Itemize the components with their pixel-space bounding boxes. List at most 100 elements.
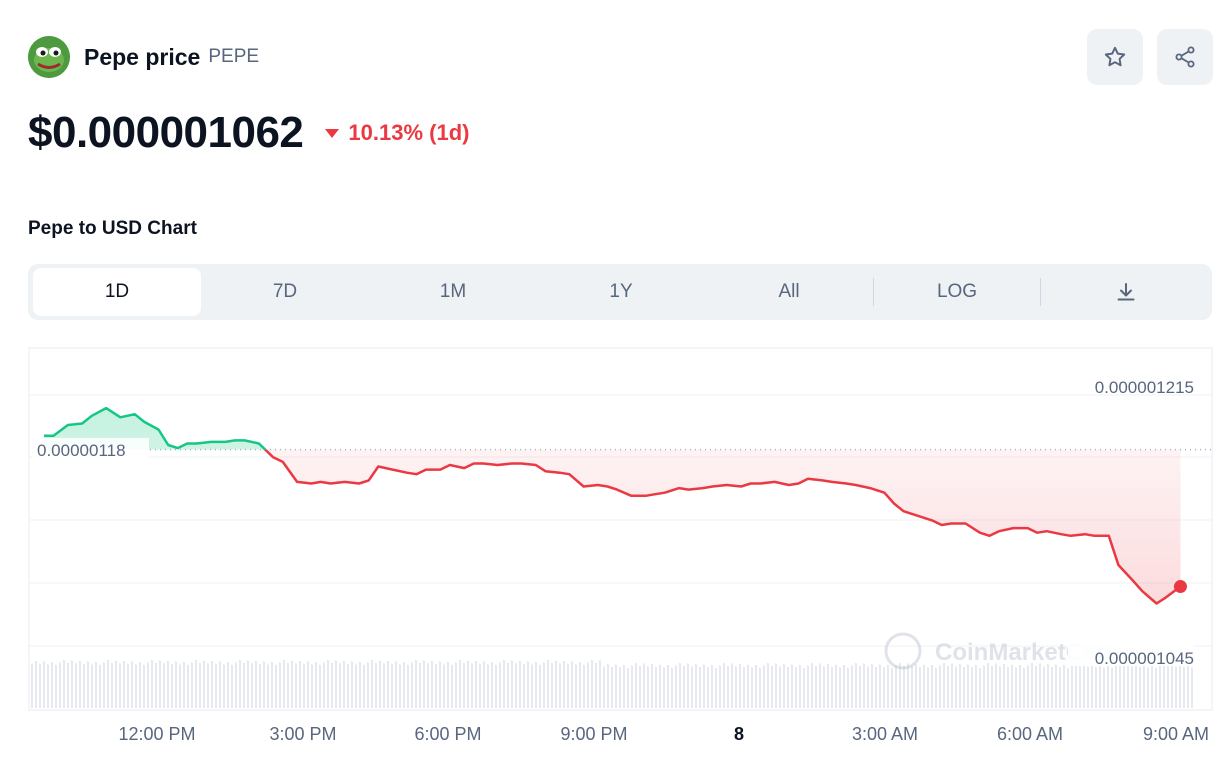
volume-bar [279, 662, 281, 708]
reference-value-label: 0.00000118 [37, 441, 126, 460]
volume-bar [819, 663, 821, 708]
volume-bar [211, 661, 213, 708]
volume-bar [299, 661, 301, 708]
volume-bar [515, 663, 517, 708]
volume-bar [555, 660, 557, 708]
volume-bar [1059, 667, 1061, 708]
volume-bar [851, 665, 853, 708]
volume-bar [519, 661, 521, 708]
volume-bar [575, 664, 577, 708]
volume-bar [551, 663, 553, 708]
volume-bar [631, 665, 633, 708]
volume-bar [787, 667, 789, 708]
volume-bar [751, 667, 753, 708]
volume-bar [271, 662, 273, 708]
volume-bar [87, 661, 89, 708]
high-value-label: 0.000001215 [1095, 378, 1194, 397]
volume-bar [119, 663, 121, 708]
volume-bar [483, 661, 485, 708]
watchlist-star-button[interactable] [1087, 29, 1143, 85]
volume-bar [723, 663, 725, 708]
volume-bar [503, 660, 505, 708]
volume-bar [31, 663, 33, 708]
volume-bar [255, 661, 257, 708]
volume-bar [715, 668, 717, 708]
volume-bar [191, 662, 193, 708]
volume-bar [1079, 666, 1081, 708]
share-button[interactable] [1157, 29, 1213, 85]
volume-bar [763, 665, 765, 708]
tab-1m[interactable]: 1M [439, 281, 467, 302]
volume-bar [435, 664, 437, 708]
volume-bar [303, 664, 305, 708]
volume-bar [323, 662, 325, 708]
volume-bar [95, 662, 97, 708]
volume-bar [611, 667, 613, 708]
tab-7d[interactable]: 7D [272, 281, 298, 302]
volume-bar [75, 663, 77, 708]
volume-bar [1015, 667, 1017, 708]
volume-bar [1007, 667, 1009, 708]
volume-bar [731, 663, 733, 708]
volume-bar [919, 667, 921, 708]
price-chart[interactable]: CoinMarketCap0.0000012150.000001180.0000… [0, 340, 1224, 761]
tab-divider [873, 278, 874, 306]
volume-bar [1035, 666, 1037, 708]
volume-bar [1047, 664, 1049, 708]
volume-bar [1143, 664, 1145, 708]
volume-bar [199, 663, 201, 708]
volume-bar [707, 667, 709, 708]
volume-bar [687, 663, 689, 708]
tab-divider [1040, 278, 1041, 306]
volume-bar [883, 667, 885, 708]
volume-bar [227, 662, 229, 708]
download-button[interactable] [1041, 268, 1211, 316]
volume-bar [131, 661, 133, 708]
volume-bar [319, 665, 321, 708]
volume-bar [1171, 663, 1173, 708]
volume-bar [187, 665, 189, 708]
volume-bar [479, 664, 481, 708]
tab-1y[interactable]: 1Y [609, 281, 633, 302]
volume-bar [459, 660, 461, 708]
x-tick-label: 3:00 PM [269, 724, 336, 744]
volume-bar [495, 665, 497, 708]
volume-bar [559, 663, 561, 708]
volume-bar [443, 664, 445, 708]
volume-bar [71, 660, 73, 708]
volume-bar [811, 663, 813, 708]
volume-bar [47, 664, 49, 708]
volume-bar [331, 663, 333, 708]
volume-bar [1167, 666, 1169, 708]
volume-bar [1159, 665, 1161, 708]
low-value-label: 0.000001045 [1095, 649, 1194, 668]
volume-bar [959, 664, 961, 708]
volume-bar [1131, 666, 1133, 708]
volume-bar [795, 667, 797, 708]
volume-bar [911, 666, 913, 708]
volume-bar [243, 663, 245, 708]
volume-bar [1151, 665, 1153, 708]
tab-1d[interactable]: 1D [33, 268, 201, 316]
volume-bar [67, 663, 69, 708]
volume-bar [667, 665, 669, 708]
tab-log[interactable]: LOG [936, 281, 978, 302]
x-tick-label: 9:00 PM [560, 724, 627, 744]
volume-bar [691, 666, 693, 708]
volume-bar [727, 666, 729, 708]
volume-bar [647, 666, 649, 708]
volume-bar [755, 665, 757, 708]
volume-bar [263, 661, 265, 708]
volume-bar [699, 667, 701, 708]
volume-bar [215, 664, 217, 708]
chart-range-tabs: 1D 7D 1M 1Y All LOG [28, 264, 1212, 320]
current-price-dot [1173, 580, 1187, 594]
volume-bar [91, 664, 93, 708]
volume-bar [447, 662, 449, 708]
volume-bar [159, 660, 161, 708]
volume-bar [935, 668, 937, 708]
volume-bar [383, 663, 385, 708]
tab-all[interactable]: All [778, 281, 800, 302]
label-backdrop [33, 438, 149, 462]
volume-bar [359, 662, 361, 708]
